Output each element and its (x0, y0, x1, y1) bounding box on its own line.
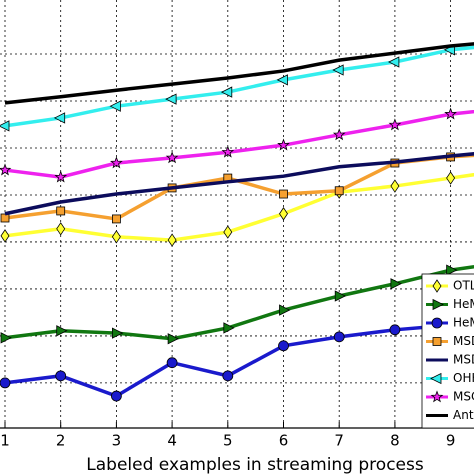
point (444, 107, 457, 120)
point (279, 189, 288, 199)
line (4, 109, 474, 179)
legend-label: Ante (453, 408, 474, 422)
point (278, 340, 289, 352)
marker (431, 317, 443, 329)
x-axis-label: Labeled examples in streaming process (86, 455, 424, 474)
point (0, 377, 11, 389)
marker (432, 298, 444, 311)
point (56, 222, 66, 236)
point (220, 86, 233, 98)
point (0, 332, 12, 344)
point (56, 206, 66, 216)
point (332, 64, 344, 76)
point (222, 370, 234, 382)
point (166, 357, 178, 369)
series (0, 44, 474, 132)
point (334, 186, 344, 196)
point (112, 327, 124, 339)
x-tick-label: 3 (112, 432, 122, 450)
line (4, 45, 474, 128)
legend-label: OTL (453, 279, 474, 293)
point (0, 163, 12, 176)
point (0, 213, 10, 223)
point (53, 112, 66, 124)
point (109, 100, 121, 112)
line (4, 152, 474, 216)
point (390, 179, 400, 193)
series (0, 107, 474, 183)
point (333, 331, 345, 343)
point (56, 325, 68, 337)
point (390, 278, 402, 290)
point (446, 264, 458, 276)
legend-label: MSD (453, 353, 474, 367)
series (0, 171, 474, 247)
point (165, 151, 179, 164)
point (223, 225, 233, 239)
marker (430, 390, 444, 403)
point (446, 171, 456, 185)
x-tick-label: 6 (279, 432, 289, 450)
point (277, 138, 290, 151)
point (167, 333, 179, 345)
x-tick-label: 1 (0, 432, 10, 450)
marker (432, 279, 442, 293)
line (4, 172, 474, 242)
x-tick-label: 8 (390, 432, 400, 450)
legend: OTL HeM HeM MSD MSD OHK MSC Ante (421, 273, 474, 429)
point (334, 290, 347, 302)
x-tick-label: 7 (334, 432, 344, 450)
point (279, 207, 288, 221)
point (389, 324, 401, 336)
point (165, 93, 177, 105)
legend-label: MSC (453, 390, 474, 404)
point (0, 120, 10, 132)
point (279, 304, 291, 316)
point (276, 74, 288, 86)
x-tick-label: 5 (223, 432, 233, 450)
legend-box (421, 273, 474, 429)
point (221, 145, 235, 158)
legend-label: OHK (453, 371, 474, 385)
legend-label: HeM (453, 316, 474, 330)
point (223, 322, 235, 334)
plot (0, 42, 474, 402)
point (332, 128, 346, 141)
point (112, 214, 121, 224)
point (388, 56, 400, 68)
x-tick-label: 9 (446, 432, 456, 450)
ticks: 1 2 3 4 5 6 7 8 9 (0, 422, 455, 450)
x-tick-label: 2 (56, 432, 66, 450)
point (111, 390, 122, 402)
point (0, 229, 10, 243)
marker (430, 372, 442, 385)
x-tick-label: 4 (167, 432, 177, 450)
legend-label: HeM (453, 297, 474, 311)
point (167, 233, 177, 247)
series (4, 152, 474, 216)
point (110, 156, 123, 169)
point (388, 118, 402, 131)
point (54, 170, 68, 183)
marker (432, 337, 442, 346)
point (111, 230, 121, 244)
legend-label: MSD (453, 334, 474, 348)
series (4, 42, 474, 105)
line (4, 42, 474, 105)
point (55, 370, 67, 382)
